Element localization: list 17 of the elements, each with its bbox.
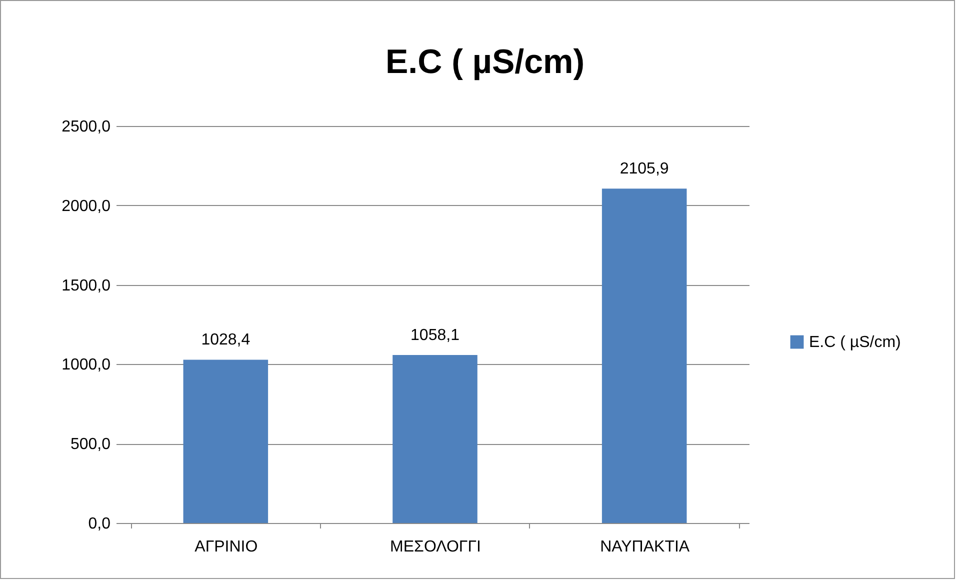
bar bbox=[183, 360, 268, 523]
x-tick-label: ΝΑΥΠΑΚΤΙΑ bbox=[600, 538, 690, 556]
y-tick-label: 1500,0 bbox=[62, 277, 111, 294]
legend-label: E.C ( µS/cm) bbox=[809, 334, 901, 351]
y-tick-label: 2000,0 bbox=[62, 198, 111, 215]
y-tick-label: 0,0 bbox=[88, 516, 111, 532]
x-tick-label: ΜΕΣΟΛΟΓΓΙ bbox=[390, 538, 481, 556]
bar bbox=[392, 354, 478, 523]
data-label: 1028,4 bbox=[201, 332, 250, 349]
y-tick-label: 500,0 bbox=[70, 436, 111, 454]
chart-title: E.C ( µS/cm) bbox=[385, 43, 585, 81]
data-label: 1058,1 bbox=[410, 326, 460, 344]
y-tick-label: 2500,0 bbox=[62, 118, 111, 136]
x-tick-label: ΑΓΡΙΝΙΟ bbox=[194, 538, 258, 556]
bar bbox=[602, 188, 687, 523]
data-label: 2105,9 bbox=[620, 160, 669, 178]
y-tick-label: 1000,0 bbox=[62, 356, 111, 374]
